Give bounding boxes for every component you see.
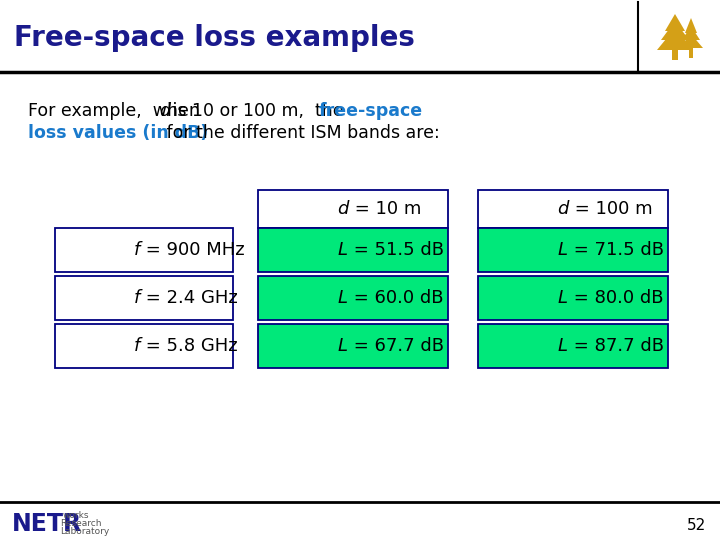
FancyBboxPatch shape [0,0,720,72]
FancyBboxPatch shape [258,276,448,320]
Text: = 5.8 GHz: = 5.8 GHz [140,337,238,355]
Text: = 900 MHz: = 900 MHz [140,241,245,259]
Polygon shape [682,26,700,40]
Polygon shape [657,28,693,50]
Text: loss values (in dB): loss values (in dB) [28,124,208,142]
Polygon shape [679,34,703,48]
FancyBboxPatch shape [258,228,448,272]
FancyBboxPatch shape [689,48,693,58]
Text: = 2.4 GHz: = 2.4 GHz [140,289,238,307]
Text: Laboratory: Laboratory [60,527,109,536]
Text: 52: 52 [687,517,706,532]
Text: f: f [134,337,140,355]
FancyBboxPatch shape [478,324,668,368]
Text: f: f [134,289,140,307]
Text: d: d [557,200,569,218]
Text: = 51.5 dB: = 51.5 dB [348,241,444,259]
Text: d: d [159,102,170,120]
Text: L: L [558,241,568,259]
Text: Free-space loss examples: Free-space loss examples [14,24,415,52]
FancyBboxPatch shape [672,48,678,60]
FancyBboxPatch shape [478,190,668,228]
Text: NETR: NETR [12,512,82,536]
Text: is 10 or 100 m,  the: is 10 or 100 m, the [167,102,349,120]
FancyBboxPatch shape [55,228,233,272]
Polygon shape [665,14,685,31]
Text: = 10 m: = 10 m [349,200,421,218]
Text: = 67.7 dB: = 67.7 dB [348,337,444,355]
Text: = 80.0 dB: = 80.0 dB [568,289,664,307]
Polygon shape [661,21,689,40]
Text: for the different ISM bands are:: for the different ISM bands are: [161,124,440,142]
FancyBboxPatch shape [258,190,448,228]
FancyBboxPatch shape [55,324,233,368]
Text: works: works [63,511,89,520]
Text: L: L [558,289,568,307]
FancyBboxPatch shape [55,276,233,320]
Polygon shape [685,18,697,33]
Text: = 71.5 dB: = 71.5 dB [568,241,664,259]
Text: f: f [134,241,140,259]
Text: Research: Research [60,519,102,528]
Text: L: L [338,337,348,355]
Text: For example,  when: For example, when [28,102,205,120]
Text: = 100 m: = 100 m [569,200,652,218]
Text: d: d [338,200,349,218]
Text: L: L [338,289,348,307]
FancyBboxPatch shape [478,228,668,272]
Text: = 60.0 dB: = 60.0 dB [348,289,444,307]
Text: = 87.7 dB: = 87.7 dB [568,337,664,355]
Text: L: L [338,241,348,259]
FancyBboxPatch shape [258,324,448,368]
Text: L: L [558,337,568,355]
FancyBboxPatch shape [478,276,668,320]
Text: free-space: free-space [319,102,423,120]
